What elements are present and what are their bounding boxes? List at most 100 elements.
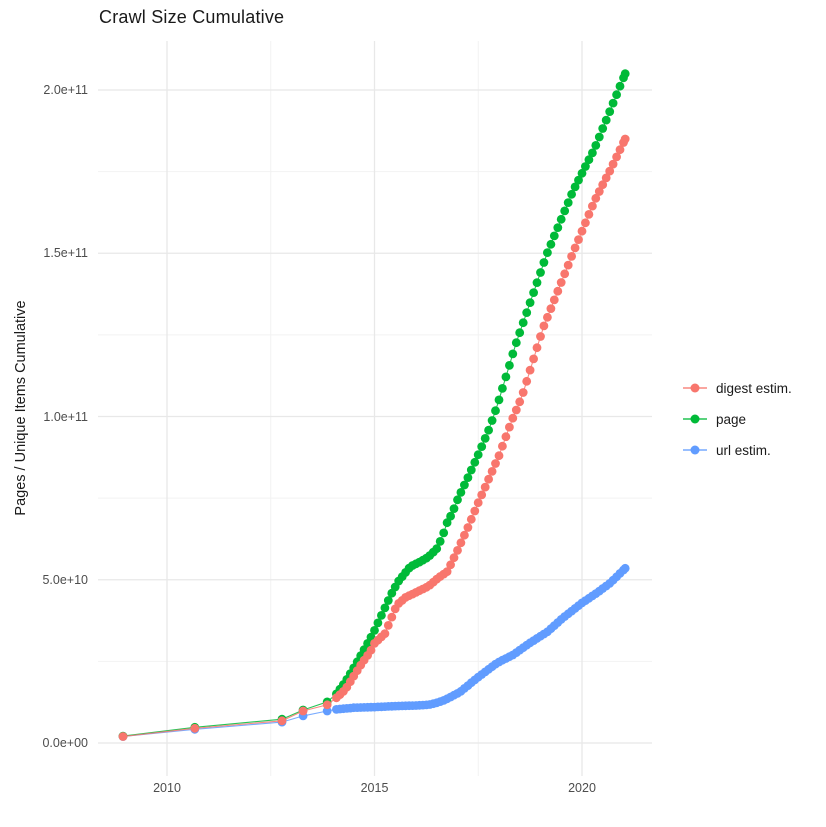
data-point <box>594 132 604 142</box>
data-point <box>539 321 549 331</box>
data-point <box>498 441 507 451</box>
y-tick-label: 2.0e+11 <box>43 83 88 97</box>
data-point <box>190 723 200 733</box>
data-point <box>553 223 563 233</box>
data-point <box>435 537 445 546</box>
data-point <box>574 235 583 245</box>
data-point <box>529 354 538 364</box>
data-point <box>577 226 587 236</box>
data-point <box>373 618 383 628</box>
y-tick-label: 5.0e+10 <box>42 572 88 587</box>
chart-title: Crawl Size Cumulative <box>99 7 285 27</box>
data-point <box>536 268 545 277</box>
x-tick-label: 2020 <box>568 781 596 795</box>
data-point <box>581 218 590 228</box>
data-point <box>463 523 473 532</box>
data-point <box>118 732 128 741</box>
x-tick-label: 2015 <box>360 781 389 795</box>
data-point <box>505 422 514 432</box>
y-tick-label: 0.0e+00 <box>42 736 88 750</box>
data-point <box>536 332 545 341</box>
data-point <box>567 252 576 261</box>
data-point <box>456 538 466 548</box>
data-point <box>449 553 459 563</box>
data-point <box>494 395 504 405</box>
legend-label: url estim. <box>716 442 771 458</box>
data-point <box>505 361 514 370</box>
legend-key-digest-estim <box>683 381 707 395</box>
data-point <box>556 278 566 287</box>
data-point <box>511 405 521 415</box>
data-point <box>453 546 462 555</box>
data-point <box>588 148 597 158</box>
data-point <box>563 260 573 270</box>
data-point <box>463 473 473 482</box>
data-point <box>432 544 442 554</box>
data-point <box>380 603 390 613</box>
data-point <box>529 288 538 297</box>
data-point <box>570 243 580 253</box>
data-point <box>615 145 625 155</box>
data-point <box>591 141 601 150</box>
data-point <box>466 465 476 475</box>
data-point <box>522 376 532 386</box>
data-point <box>484 474 493 484</box>
data-point <box>456 488 466 497</box>
data-point <box>460 530 469 540</box>
data-point <box>574 175 583 185</box>
data-point <box>549 295 559 305</box>
data-point <box>601 173 611 183</box>
data-point <box>466 514 476 524</box>
legend-item-page: page <box>683 408 792 430</box>
data-point <box>546 239 556 249</box>
data-point <box>543 312 552 322</box>
major-gridlines <box>98 41 652 776</box>
legend-label: page <box>716 411 747 427</box>
data-point <box>515 328 525 338</box>
data-point <box>591 193 601 203</box>
legend-label: digest estim. <box>716 380 792 396</box>
data-point <box>508 349 518 359</box>
legend-key-url-estim <box>683 443 707 457</box>
data-point <box>525 298 535 307</box>
data-point <box>543 248 552 257</box>
data-point <box>515 397 525 407</box>
data-point <box>322 700 332 710</box>
data-point <box>470 506 480 516</box>
legend-key-page <box>683 412 707 426</box>
data-point <box>387 612 397 622</box>
legend: digest estim. page url estim. <box>683 377 792 461</box>
data-point <box>442 518 452 528</box>
data-point <box>501 372 511 382</box>
data-point <box>567 189 576 199</box>
data-point <box>605 107 615 116</box>
data-point <box>473 498 483 508</box>
data-point <box>518 388 528 397</box>
data-point <box>601 115 611 125</box>
data-point <box>620 134 630 144</box>
data-point <box>366 645 376 655</box>
data-point <box>487 467 497 476</box>
data-point <box>498 384 507 393</box>
data-point <box>612 152 621 162</box>
data-point <box>494 451 504 461</box>
data-point <box>383 621 393 630</box>
data-point <box>446 560 455 570</box>
data-point <box>532 343 542 353</box>
data-point <box>539 258 549 267</box>
data-point <box>577 168 587 178</box>
data-point <box>449 504 459 513</box>
data-point <box>598 124 608 133</box>
data-point <box>525 365 535 375</box>
data-point <box>383 596 393 605</box>
legend-dot-swatch <box>690 414 700 424</box>
data-point <box>442 567 452 576</box>
data-point <box>584 210 594 219</box>
data-point <box>546 304 556 313</box>
data-point <box>560 269 570 279</box>
data-point <box>518 318 528 328</box>
data-point <box>588 201 597 211</box>
data-point <box>620 563 630 573</box>
